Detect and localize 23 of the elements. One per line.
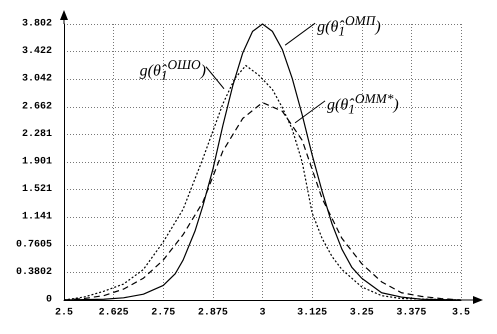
x-tick-label: 3.375 (396, 308, 426, 318)
x-tick-label: 2.875 (198, 308, 228, 318)
x-tick-label: 3.25 (350, 308, 374, 318)
y-tick-label: 2.662 (22, 101, 52, 112)
x-tick-label: 3.125 (297, 308, 328, 318)
y-tick-label: 0 (46, 294, 52, 306)
x-tick-label: 2.75 (151, 308, 176, 318)
y-tick-label: 3.422 (22, 46, 52, 58)
y-tick-label: 3.042 (22, 74, 52, 85)
y-tick-label: 1.521 (22, 184, 52, 196)
x-tick-label: 3.5 (452, 308, 470, 318)
x-tick-label: 2.625 (98, 308, 129, 318)
annotation: g(θ̂$_{1}$$^{ОМП}$) (317, 12, 381, 41)
y-tick-label: 2.281 (22, 128, 52, 140)
annotation: g(θ̂$_{1}$$^{ОШО}$) (140, 56, 206, 84)
y-tick-label: 0.7605 (16, 239, 52, 250)
annotation: g(θ̂$_{1}$$^{ОММ*}$) (327, 90, 399, 118)
y-tick-label: 0.3802 (16, 266, 52, 278)
y-tick-label: 1.901 (22, 156, 52, 168)
x-tick-label: 3 (259, 308, 266, 318)
y-tick-label: 3.802 (22, 18, 52, 30)
x-tick-label: 2.5 (54, 308, 74, 318)
y-tick-label: 1.141 (22, 212, 52, 223)
